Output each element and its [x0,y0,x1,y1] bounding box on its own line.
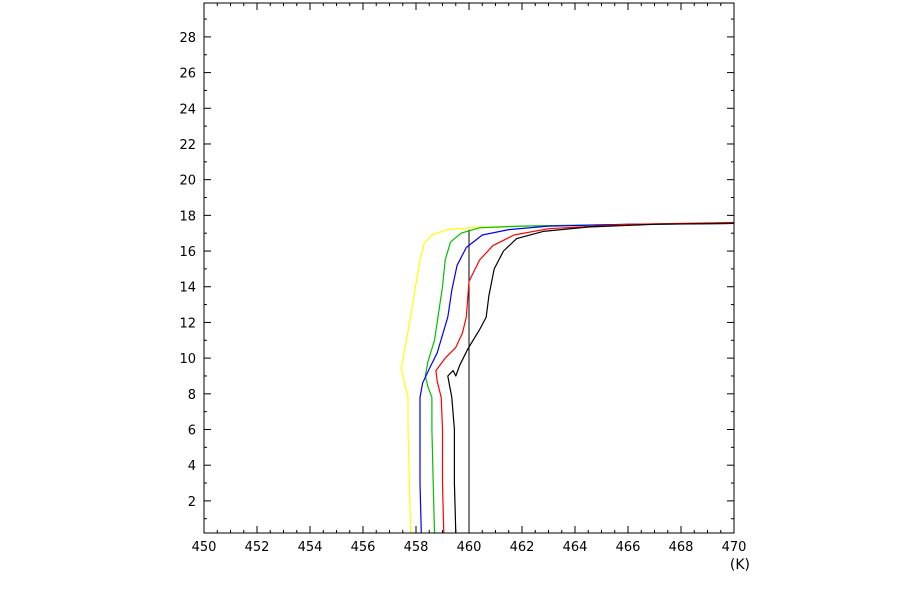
x-tick-label: 456 [351,540,376,555]
x-tick-label: 452 [245,540,270,555]
x-tick-label: 468 [669,540,694,555]
x-tick-label: 464 [563,540,588,555]
y-tick-label: 26 [179,67,196,82]
ticks-layer [203,3,735,533]
y-tick-label: 16 [179,245,196,260]
y-tick-label: 20 [179,174,196,189]
x-axis-unit-label: (K) [730,557,750,573]
series-line-3 [419,222,735,534]
series-line-1 [400,222,735,534]
y-tick-label: 28 [179,31,196,46]
labels-layer: 450 452 454 456 458 460 462 464 466 468 4702468101… [179,31,746,555]
y-tick-label: 10 [179,352,196,367]
series-line-5 [447,222,735,534]
y-tick-label: 2 [188,495,196,510]
y-tick-label: 18 [179,209,196,224]
y-tick-label: 6 [188,423,196,438]
y-tick-label: 22 [179,138,196,153]
series-layer [400,221,735,534]
x-tick-label: 470 [722,540,747,555]
x-tick-label: 460 [457,540,482,555]
x-tick-label: 462 [510,540,535,555]
y-tick-label: 14 [179,281,196,296]
series-line-2 [424,222,735,534]
x-tick-label: 454 [298,540,323,555]
x-tick-label: 450 [192,540,217,555]
x-tick-label: 458 [404,540,429,555]
y-tick-label: 24 [179,102,196,117]
x-tick-label: 466 [616,540,641,555]
y-tick-label: 4 [188,459,196,474]
series-line-4 [435,221,735,534]
y-tick-label: 12 [179,316,196,331]
y-tick-label: 8 [188,388,196,403]
